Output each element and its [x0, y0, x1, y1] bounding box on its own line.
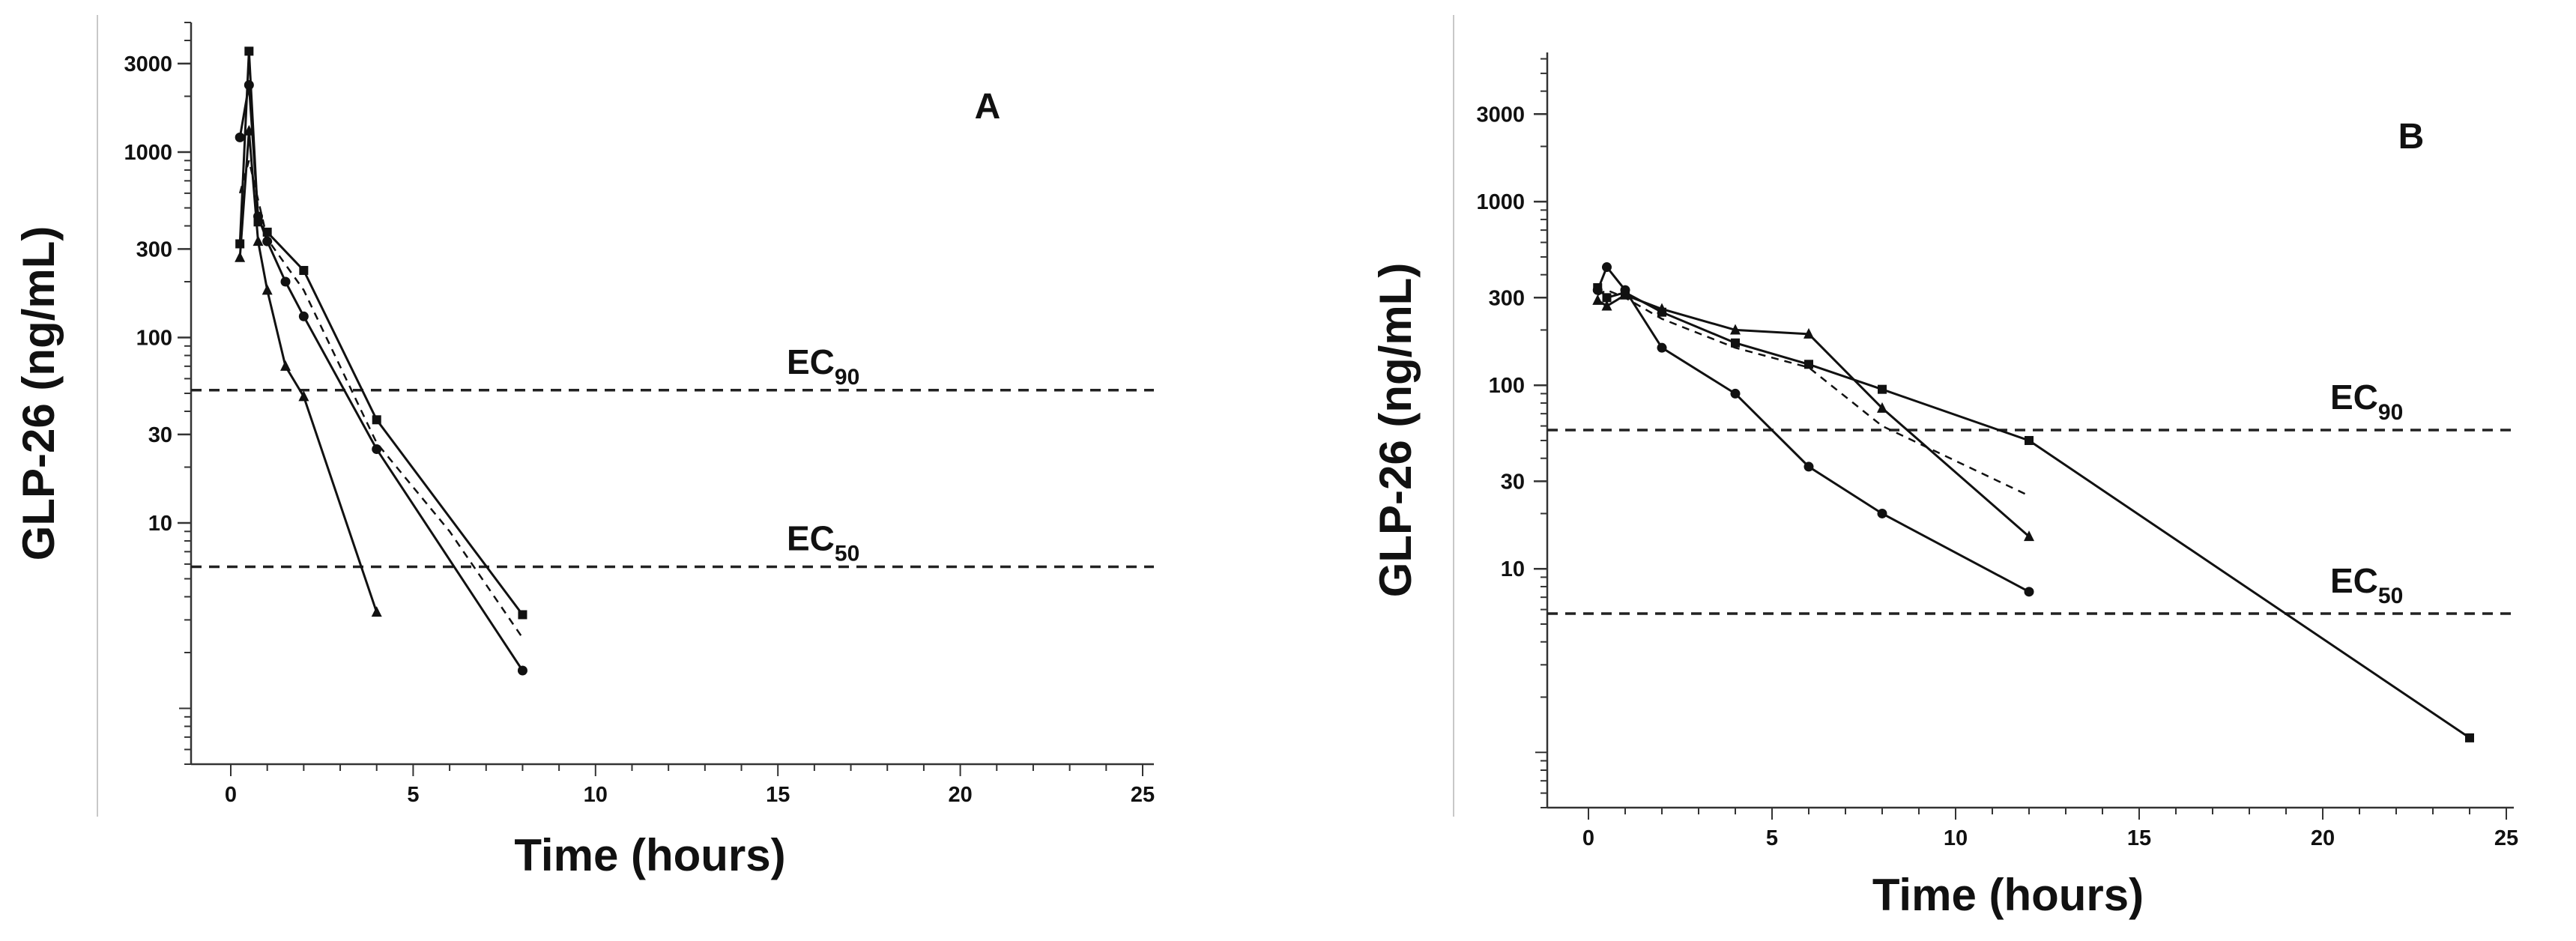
- data-point-triangle: [1657, 303, 1667, 314]
- data-point-circle: [1730, 388, 1741, 399]
- data-point-circle: [1620, 285, 1630, 295]
- y-tick-label: 100: [1489, 374, 1525, 398]
- y-axis-title: GLP-26 (ng/mL): [13, 226, 64, 561]
- ec50-label: EC50: [787, 519, 859, 566]
- y-tick-label: 300: [136, 237, 172, 261]
- series-line-3: [1596, 264, 2030, 593]
- x-tick-label: 20: [2311, 826, 2335, 850]
- series-line-2: [1597, 294, 2030, 538]
- panel-a: 10 30 100 300 1000 3000 0 5 10 15 20 25 Time (hours)…: [13, 15, 1155, 880]
- x-tick-label: 25: [1131, 783, 1155, 807]
- ec90-label: EC90: [787, 342, 859, 390]
- data-point-circle: [1803, 462, 1814, 472]
- y-tick-label: 100: [136, 326, 172, 350]
- data-point-circle: [1877, 508, 1887, 518]
- data-point-circle: [1657, 342, 1667, 353]
- data-point-square: [1731, 338, 1740, 348]
- series-line-4: [1597, 288, 2030, 497]
- data-point-triangle: [371, 606, 382, 617]
- ec50-label: EC50: [2330, 561, 2403, 608]
- ec90-subscript: 90: [835, 365, 859, 390]
- data-point-triangle: [1601, 300, 1612, 311]
- y-tick-label: 1000: [124, 141, 172, 165]
- data-point-triangle: [1877, 402, 1887, 413]
- data-point-square: [1602, 293, 1612, 303]
- data-point-square: [1878, 384, 1887, 394]
- series-line-3: [238, 130, 378, 613]
- y-tick-label: 3000: [1476, 103, 1525, 127]
- x-tick-label: 10: [1944, 826, 1968, 850]
- panel-letter: B: [2398, 117, 2425, 157]
- data-point-square: [299, 265, 309, 275]
- data-point-square: [518, 610, 527, 620]
- x-tick-label: 25: [2494, 826, 2518, 850]
- data-point-circle: [517, 665, 527, 676]
- x-axis-title: Time (hours): [514, 830, 785, 880]
- data-point-triangle: [1592, 294, 1603, 305]
- data-point-circle: [2024, 587, 2034, 597]
- ec50-subscript: 50: [835, 542, 859, 566]
- data-point-square: [372, 415, 381, 425]
- ec90-subscript: 90: [2378, 400, 2403, 425]
- data-point-circle: [262, 236, 273, 246]
- series-line-4: [238, 160, 524, 639]
- x-tick-label: 0: [225, 783, 237, 807]
- data-point-circle: [244, 79, 254, 90]
- x-tick-label: 15: [766, 783, 790, 807]
- series-line-1: [238, 51, 524, 616]
- y-tick-label: 30: [148, 423, 172, 447]
- x-axis-title: Time (hours): [1872, 870, 2144, 920]
- series-line-2: [238, 85, 524, 671]
- panel-b: 10 30 100 300 1000 3000 0 5 10 15 20 25 Time (hours)…: [1370, 15, 2518, 920]
- data-point-square: [2025, 435, 2034, 445]
- y-tick-label: 300: [1489, 286, 1525, 310]
- data-point-circle: [298, 311, 309, 321]
- data-point-square: [2465, 733, 2474, 742]
- y-tick-label: 3000: [124, 52, 172, 76]
- x-tick-label: 5: [407, 783, 419, 807]
- x-tick-label: 15: [2127, 826, 2151, 850]
- data-point-circle: [1592, 285, 1603, 295]
- data-point-square: [1804, 360, 1813, 369]
- x-tick-label: 0: [1582, 826, 1594, 850]
- data-point-triangle: [298, 390, 309, 402]
- x-tick-label: 20: [948, 783, 972, 807]
- y-tick-label: 30: [1501, 470, 1525, 494]
- data-point-triangle: [1803, 327, 1814, 339]
- data-point-triangle: [2024, 530, 2034, 542]
- data-point-triangle: [280, 360, 291, 371]
- panel-letter: A: [975, 87, 1001, 127]
- x-tick-label: 5: [1766, 826, 1778, 850]
- data-point-triangle: [235, 251, 246, 262]
- ec50-subscript: 50: [2378, 584, 2403, 608]
- data-point-circle: [280, 276, 291, 287]
- series-line-1: [1597, 286, 2470, 739]
- data-point-triangle: [253, 235, 264, 246]
- data-point-triangle: [244, 124, 255, 136]
- x-tick-label: 10: [584, 783, 608, 807]
- data-point-circle: [235, 132, 245, 142]
- y-tick-label: 10: [1501, 557, 1525, 581]
- y-tick-label: 1000: [1476, 190, 1525, 214]
- data-point-circle: [1602, 262, 1612, 273]
- y-tick-label: 10: [148, 512, 172, 536]
- y-axis-title: GLP-26 (ng/mL): [1370, 263, 1421, 598]
- data-point-triangle: [261, 284, 273, 295]
- data-point-triangle: [1730, 324, 1741, 335]
- data-point-square: [244, 46, 254, 56]
- ec90-label: EC90: [2330, 378, 2403, 425]
